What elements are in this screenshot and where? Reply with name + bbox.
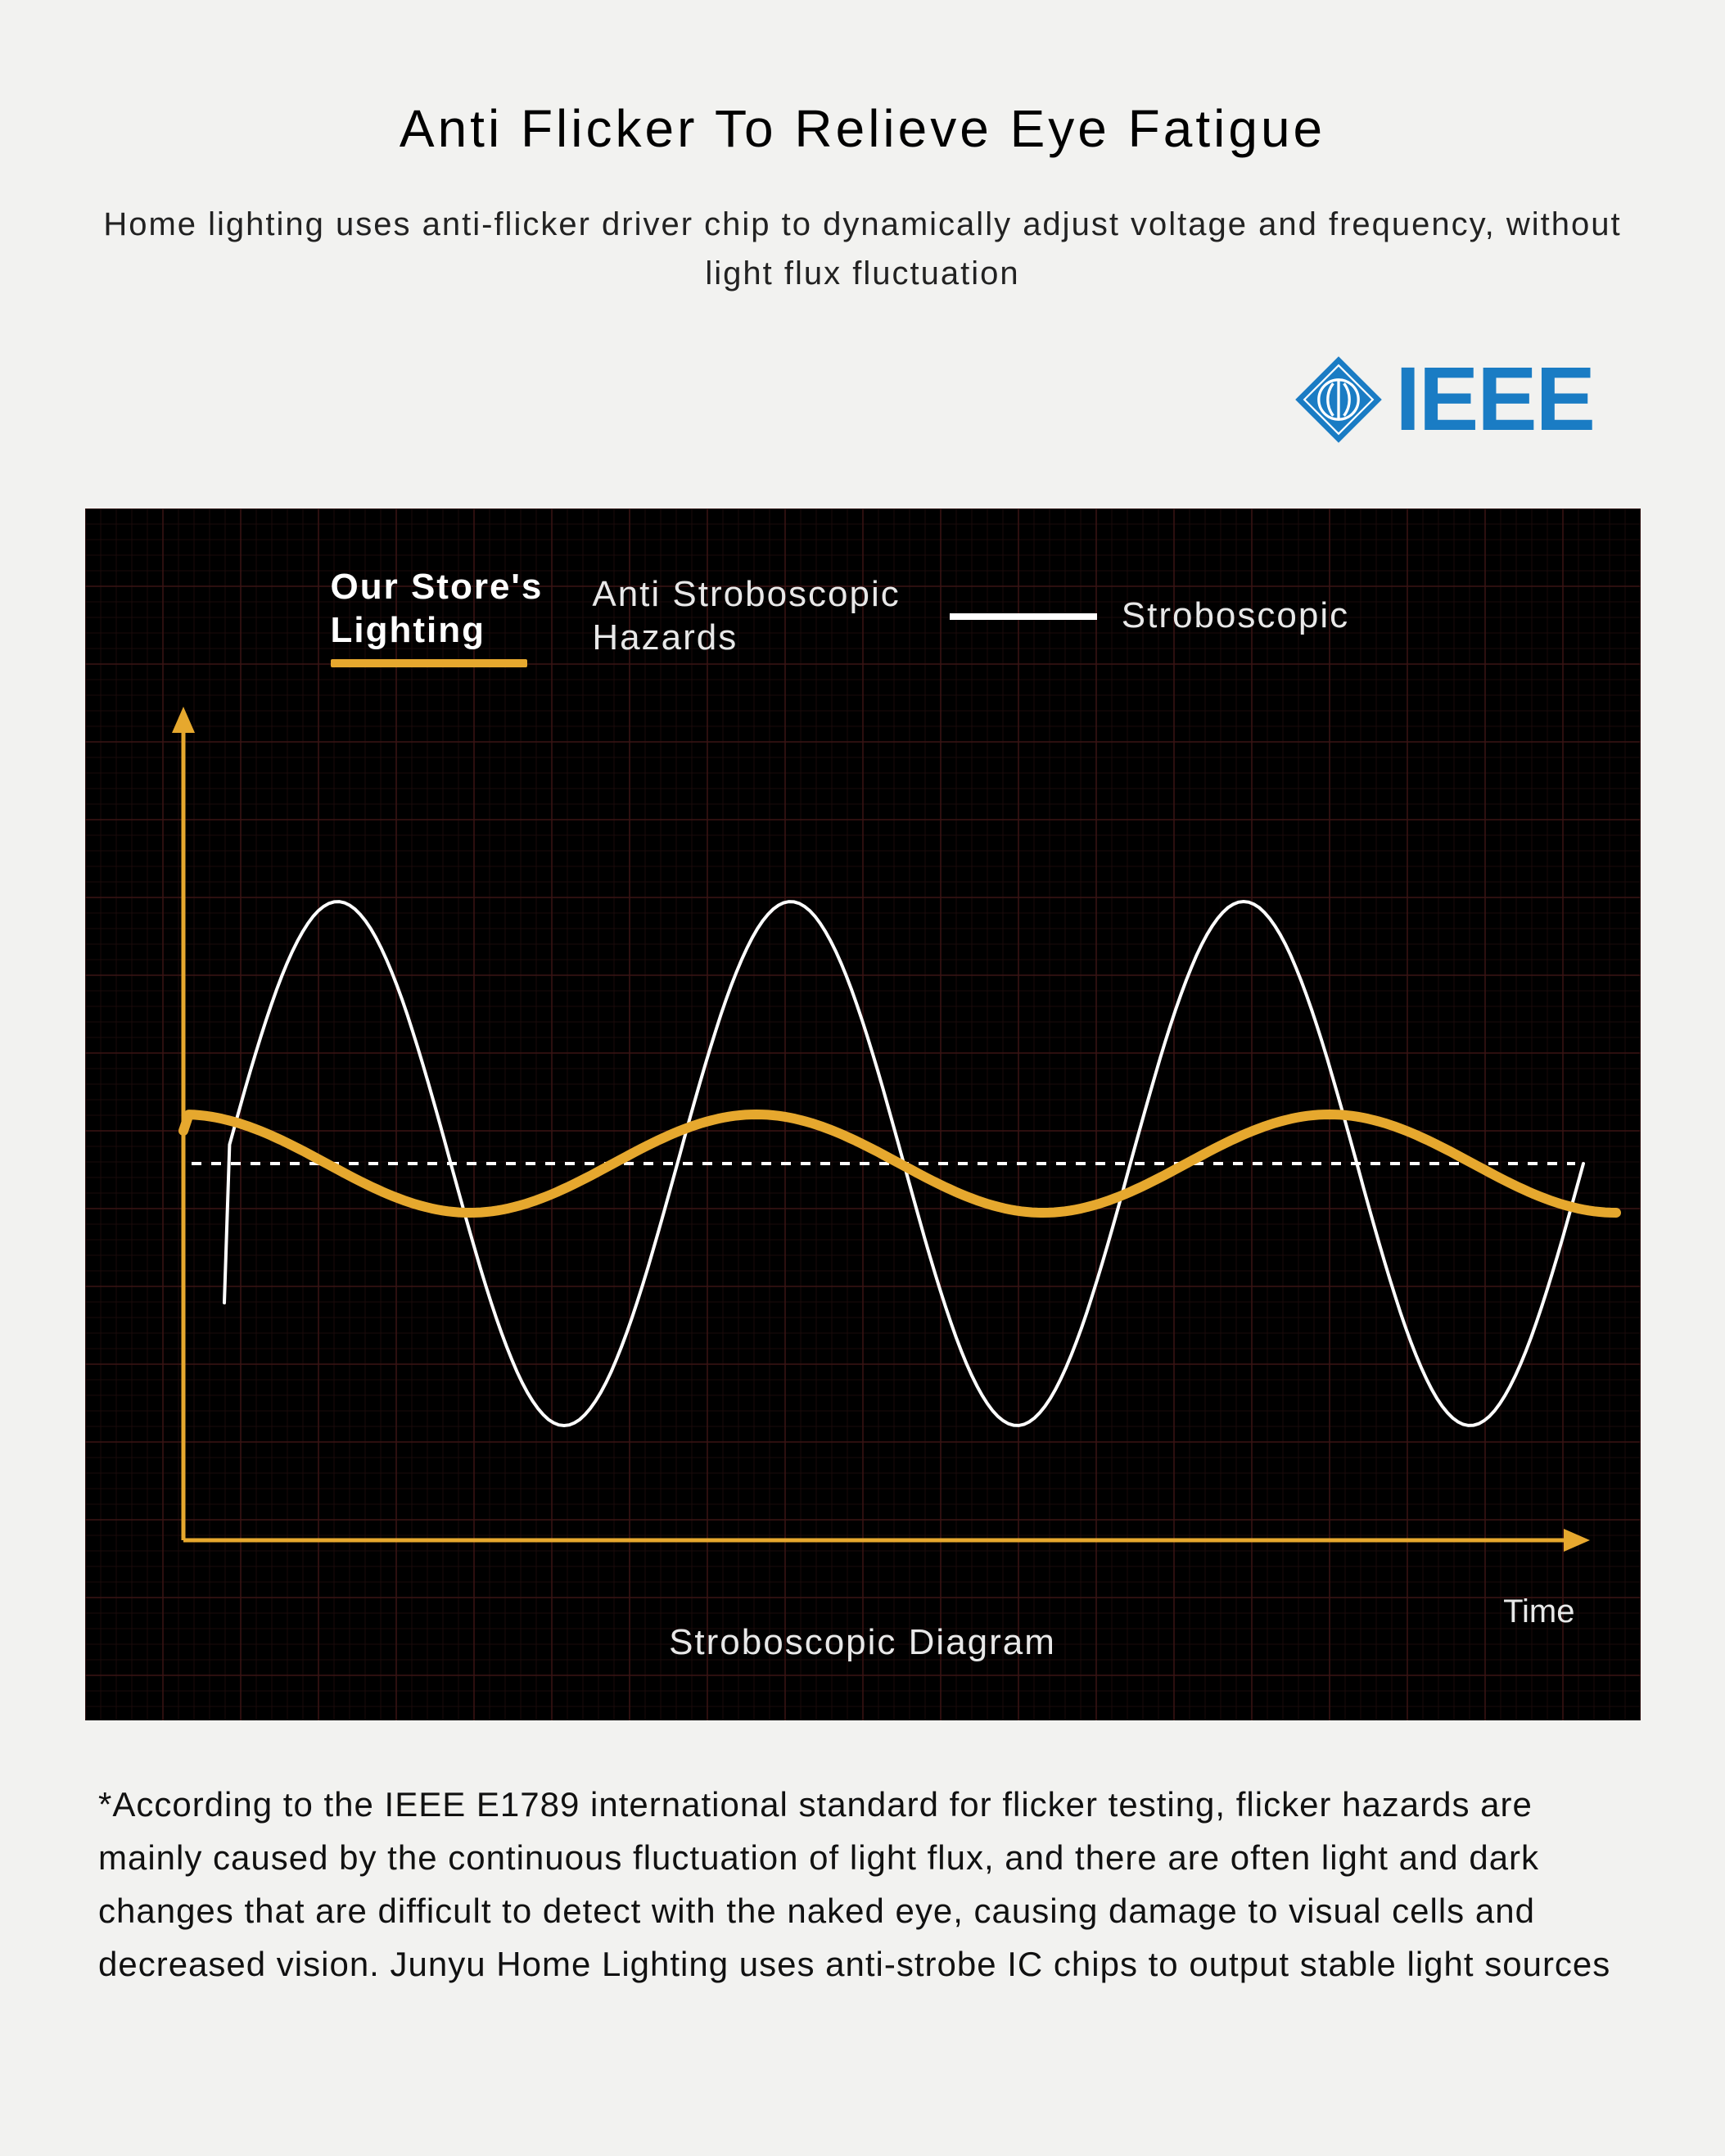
legend-label: Stroboscopic (1122, 594, 1349, 638)
legend-item-stroboscopic: Stroboscopic (950, 594, 1349, 638)
chart-canvas (85, 508, 1641, 1720)
legend-label: Our Store'sLighting (331, 566, 544, 653)
ieee-logo: IEEE (82, 347, 1643, 451)
ieee-logo-text: IEEE (1395, 347, 1594, 451)
legend-swatch-orange (331, 659, 527, 667)
chart-legend: Our Store'sLighting Anti StroboscopicHaz… (331, 566, 1559, 667)
x-axis-label: Stroboscopic Diagram (85, 1622, 1641, 1663)
page-subtitle: Home lighting uses anti-flicker driver c… (82, 200, 1643, 298)
legend-label: Anti StroboscopicHazards (592, 573, 900, 660)
ieee-diamond-icon (1294, 355, 1384, 445)
stroboscopic-chart: Our Store'sLighting Anti StroboscopicHaz… (85, 508, 1641, 1720)
legend-item-our-store: Our Store'sLighting (331, 566, 544, 667)
page-title: Anti Flicker To Relieve Eye Fatigue (82, 98, 1643, 159)
legend-item-anti-stroboscopic: Anti StroboscopicHazards (592, 573, 900, 660)
legend-swatch-white (950, 613, 1097, 620)
footnote-text: *According to the IEEE E1789 internation… (82, 1778, 1643, 1991)
